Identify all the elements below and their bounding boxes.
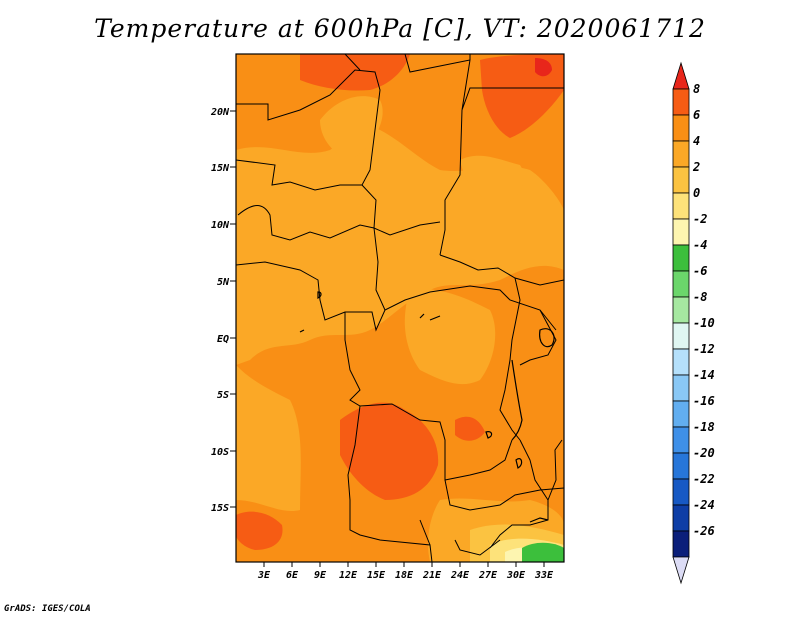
country-borders bbox=[236, 54, 564, 562]
colorbar-label: -16 bbox=[693, 394, 715, 408]
colorbar-swatch bbox=[672, 296, 690, 324]
map-title: Temperature at 600hPa [C], VT: 202006171… bbox=[94, 14, 706, 43]
lon-label: 15E bbox=[367, 570, 386, 581]
colorbar-swatch bbox=[672, 322, 690, 350]
lon-label: 24E bbox=[450, 570, 470, 581]
lakes-and-coast bbox=[299, 291, 555, 523]
lat-label: 20N bbox=[210, 107, 230, 118]
colorbar-label: 4 bbox=[693, 134, 700, 148]
colorbar-swatch bbox=[672, 218, 690, 246]
colorbar-swatch bbox=[672, 504, 690, 532]
colorbar-swatch bbox=[672, 166, 690, 194]
lon-label: 33E bbox=[534, 570, 554, 581]
colorbar-label: 0 bbox=[693, 186, 700, 200]
colorbar-label: 8 bbox=[693, 82, 700, 96]
colorbar-label: -8 bbox=[693, 290, 707, 304]
temperature-field bbox=[236, 54, 564, 562]
lon-label: 27E bbox=[478, 570, 498, 581]
colorbar-swatch bbox=[672, 452, 690, 480]
grads-credit: GrADS: IGES/COLA bbox=[4, 604, 91, 614]
colorbar-swatch bbox=[672, 114, 690, 142]
colorbar-label: -26 bbox=[693, 524, 715, 538]
lat-label: 15N bbox=[211, 163, 230, 174]
colorbar-swatch bbox=[672, 244, 690, 272]
colorbar-label: -24 bbox=[693, 498, 715, 512]
colorbar-label: -2 bbox=[693, 212, 707, 226]
lon-label: 6E bbox=[286, 570, 299, 581]
latitude-axis bbox=[230, 110, 236, 508]
colorbar-label: -10 bbox=[693, 316, 715, 330]
map-frame bbox=[235, 53, 565, 563]
colorbar-label: -18 bbox=[693, 420, 715, 434]
colorbar-label: -22 bbox=[693, 472, 715, 486]
colorbar-swatch bbox=[672, 426, 690, 454]
colorbar-swatch bbox=[672, 478, 690, 506]
lon-label: 9E bbox=[314, 570, 327, 581]
colorbar-label: 2 bbox=[692, 160, 700, 174]
lat-label: EQ bbox=[217, 334, 229, 345]
colorbar-swatch bbox=[672, 88, 690, 116]
colorbar-swatch bbox=[672, 270, 690, 298]
colorbar-label: 6 bbox=[693, 108, 700, 122]
colorbar-swatch bbox=[672, 140, 690, 168]
lat-label: 5N bbox=[217, 277, 230, 288]
lon-label: 30E bbox=[506, 570, 526, 581]
lon-label: 18E bbox=[395, 570, 414, 581]
lon-label: 12E bbox=[339, 570, 358, 581]
colorbar-swatch bbox=[672, 400, 690, 428]
lon-label: 21E bbox=[422, 570, 442, 581]
colorbar-swatch bbox=[672, 530, 690, 558]
colorbar-label: -6 bbox=[693, 264, 707, 278]
colorbar-bottom-arrow bbox=[672, 556, 690, 585]
colorbar-swatch bbox=[672, 374, 690, 402]
colorbar-label: -14 bbox=[693, 368, 715, 382]
longitude-axis bbox=[263, 562, 545, 567]
lat-label: 10N bbox=[211, 220, 230, 231]
colorbar-swatch bbox=[672, 192, 690, 220]
lat-label: 15S bbox=[211, 503, 229, 514]
lat-label: 10S bbox=[211, 447, 229, 458]
colorbar-label: -20 bbox=[693, 446, 715, 460]
colorbar-swatch bbox=[672, 348, 690, 376]
colorbar-top-arrow bbox=[672, 61, 690, 90]
colorbar-label: -12 bbox=[693, 342, 715, 356]
colorbar bbox=[672, 61, 690, 585]
lon-label: 3E bbox=[257, 570, 271, 581]
lat-label: 5S bbox=[217, 390, 229, 401]
colorbar-label: -4 bbox=[693, 238, 707, 252]
